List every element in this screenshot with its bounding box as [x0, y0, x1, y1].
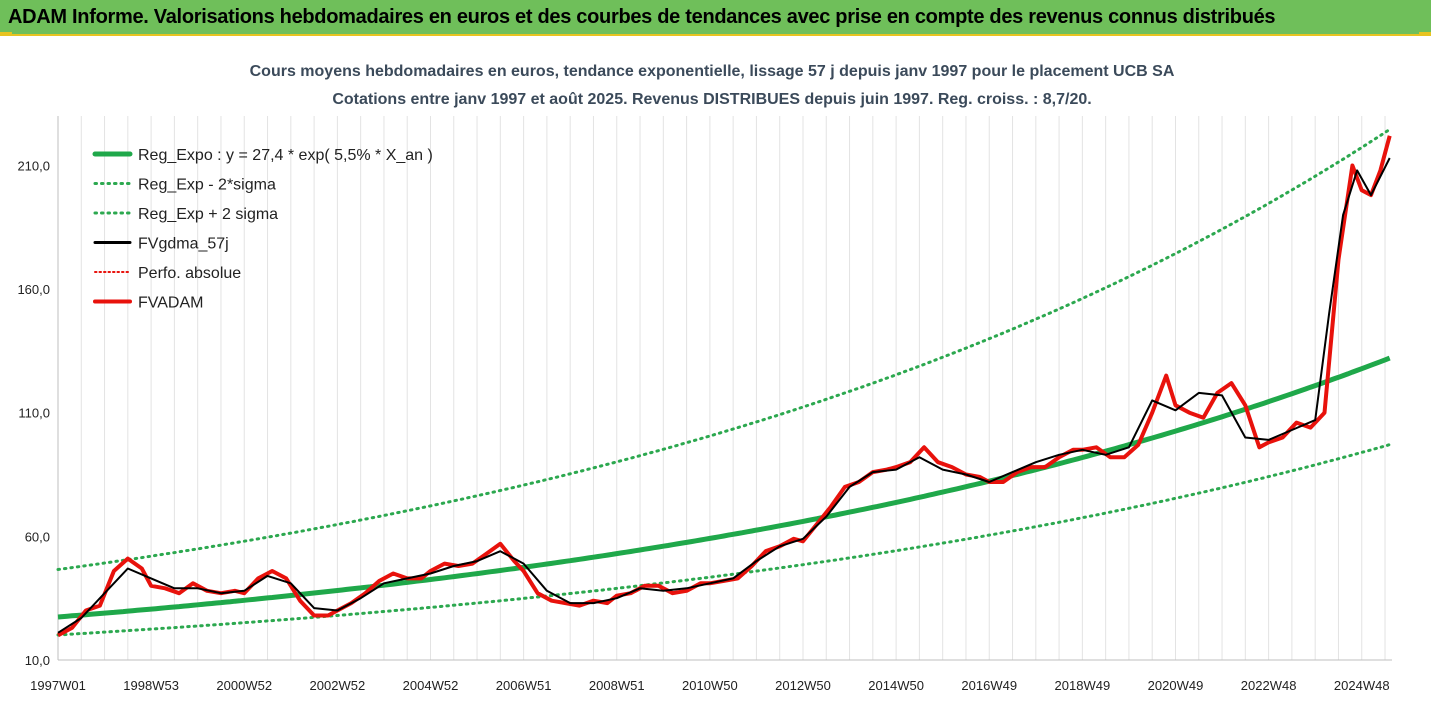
- x-tick-label: 2002W52: [310, 678, 366, 693]
- chart-area: Cours moyens hebdomadaires en euros, ten…: [0, 36, 1431, 718]
- legend-label: Reg_Exp - 2*sigma: [138, 177, 276, 194]
- y-tick-label: 60,0: [25, 529, 50, 544]
- x-tick-label: 2010W50: [682, 678, 738, 693]
- x-tick-label: 2006W51: [496, 678, 552, 693]
- x-tick-label: 2022W48: [1241, 678, 1297, 693]
- y-tick-label: 110,0: [18, 406, 50, 421]
- x-tick-label: 2016W49: [961, 678, 1017, 693]
- x-tick-label: 1998W53: [123, 678, 179, 693]
- y-tick-label: 210,0: [17, 158, 50, 173]
- series-group: [56, 127, 1392, 638]
- legend-label: FVgdma_57j: [138, 236, 229, 253]
- series-reg-exp-minus-2sigma: [56, 443, 1392, 637]
- x-axis-ticks: 1997W01 1998W53 2000W52 2002W52 2004W52 2006W…: [30, 678, 1389, 693]
- x-tick-label: 1997W01: [30, 678, 86, 693]
- legend: Reg_Expo : y = 27,4 * exp( 5,5% * X_an )…: [92, 147, 433, 312]
- line-chart: Cours moyens hebdomadaires en euros, ten…: [17, 63, 1392, 693]
- legend-label: FVADAM: [138, 295, 203, 312]
- grid-lines: [57, 116, 1392, 661]
- y-tick-label: 10,0: [25, 653, 50, 668]
- report-title: ADAM Informe. Valorisations hebdomadaire…: [8, 6, 1276, 28]
- report-banner: ADAM Informe. Valorisations hebdomadaire…: [0, 0, 1431, 36]
- x-tick-label: 2000W52: [216, 678, 272, 693]
- legend-label: Perfo. absolue: [138, 265, 241, 282]
- x-tick-label: 2004W52: [403, 678, 459, 693]
- chart-title-line2: Cotations entre janv 1997 et août 2025. …: [332, 91, 1091, 108]
- legend-label: Reg_Expo : y = 27,4 * exp( 5,5% * X_an ): [138, 147, 433, 164]
- series-reg-expo: [57, 355, 1391, 620]
- x-tick-label: 2024W48: [1334, 678, 1390, 693]
- series-reg-exp-plus-2sigma: [56, 127, 1392, 571]
- x-tick-label: 2014W50: [868, 678, 924, 693]
- x-tick-label: 2008W51: [589, 678, 645, 693]
- x-tick-label: 2012W50: [775, 678, 831, 693]
- chart-title-line1: Cours moyens hebdomadaires en euros, ten…: [250, 63, 1175, 80]
- series-fvgdma-57j: [57, 157, 1391, 634]
- corner-accent-right: [1419, 32, 1431, 36]
- corner-accent-left: [0, 32, 12, 36]
- legend-label: Reg_Exp + 2 sigma: [138, 206, 278, 223]
- y-tick-label: 160,0: [17, 282, 50, 297]
- x-tick-label: 2018W49: [1055, 678, 1111, 693]
- y-axis-ticks: 10,0 60,0 110,0 160,0 210,0: [17, 158, 50, 668]
- x-tick-label: 2020W49: [1148, 678, 1204, 693]
